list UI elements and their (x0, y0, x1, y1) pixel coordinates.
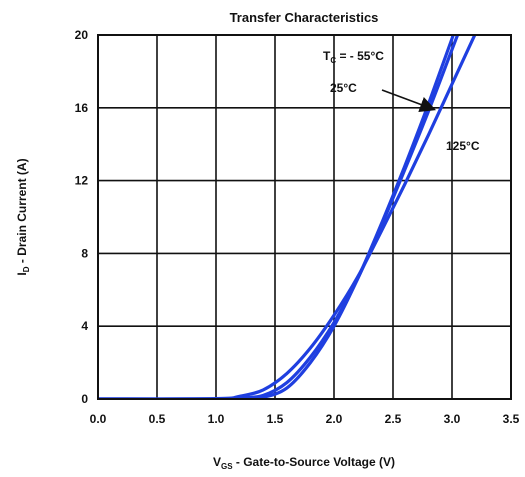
x-tick-labels: 0.0 0.5 1.0 1.5 2.0 2.5 3.0 3.5 (90, 412, 520, 426)
x-tick-label: 1.5 (267, 412, 284, 426)
x-axis-label: VGS - Gate-to-Source Voltage (V) (213, 455, 395, 471)
series-line-1 (98, 35, 460, 399)
annotation-125c: 125°C (446, 139, 480, 153)
y-tick-label: 0 (81, 392, 88, 406)
series-line-0 (98, 35, 455, 399)
chart-title: Transfer Characteristics (230, 10, 379, 25)
x-tick-label: 0.0 (90, 412, 107, 426)
y-tick-label: 8 (81, 246, 88, 260)
y-tick-label: 20 (75, 28, 89, 42)
annotation-tc-minus55: TC = - 55°C (323, 49, 384, 65)
y-tick-labels: 0 4 8 12 16 20 (75, 28, 89, 406)
x-tick-label: 2.5 (385, 412, 402, 426)
y-tick-label: 16 (75, 101, 89, 115)
series-line-2 (98, 35, 477, 399)
y-tick-label: 12 (75, 174, 89, 188)
x-tick-label: 2.0 (326, 412, 343, 426)
x-tick-label: 0.5 (149, 412, 166, 426)
x-tick-label: 3.5 (503, 412, 520, 426)
annotation-25c: 25°C (330, 81, 357, 95)
y-tick-label: 4 (81, 319, 88, 333)
x-tick-label: 1.0 (208, 412, 225, 426)
plot-frame (97, 34, 512, 400)
x-tick-label: 3.0 (444, 412, 461, 426)
annotation-arrow (381, 89, 436, 113)
y-axis-label: ID - Drain Current (A) (15, 158, 31, 275)
